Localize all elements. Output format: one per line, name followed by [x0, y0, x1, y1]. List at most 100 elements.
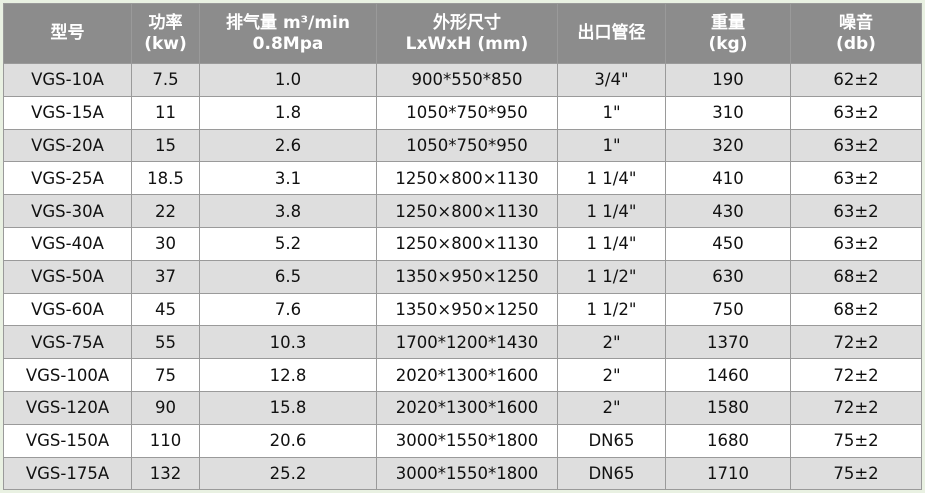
cell-noise: 63±2	[790, 128, 922, 163]
cell-dimensions: 3000*1550*1800	[376, 423, 558, 458]
cell-model: VGS-25A	[3, 161, 132, 196]
cell-weight: 630	[665, 259, 791, 294]
cell-model: VGS-175A	[3, 456, 132, 491]
cell-weight: 430	[665, 194, 791, 228]
table-row: VGS-150A 110 20.6 3000*1550*1800 DN65 1680 75±…	[3, 423, 922, 458]
header-line1: 型号	[50, 23, 85, 43]
cell-outlet-size: 2"	[557, 358, 666, 392]
header-dimensions: 外形尺寸 LxWxH (mm)	[376, 3, 558, 64]
cell-weight: 1370	[665, 325, 791, 360]
table-row: VGS-100A 75 12.8 2020*1300*1600 2" 1460 72±2	[3, 358, 922, 392]
header-line1: 重量	[711, 12, 745, 33]
cell-outlet-size: 1 1/4"	[557, 194, 666, 228]
table-row: VGS-60A 45 7.6 1350×950×1250 1 1/2" 750 68±2	[3, 292, 922, 327]
cell-outlet-size: 1 1/2"	[557, 259, 666, 294]
cell-model: VGS-120A	[3, 390, 132, 425]
cell-noise: 75±2	[790, 456, 922, 491]
table-row: VGS-75A 55 10.3 1700*1200*1430 2" 1370 72±2	[3, 325, 922, 360]
cell-power: 90	[131, 390, 200, 425]
table-row: VGS-10A 7.5 1.0 900*550*850 3/4" 190 62±2	[3, 63, 922, 97]
cell-weight: 410	[665, 161, 791, 196]
cell-dimensions: 1050*750*950	[376, 128, 558, 163]
cell-air-delivery: 3.8	[199, 194, 377, 228]
cell-dimensions: 3000*1550*1800	[376, 456, 558, 491]
header-line1: 外形尺寸	[433, 12, 501, 33]
header-line2: (kg)	[708, 33, 748, 54]
header-line1: 噪音	[839, 12, 873, 33]
cell-power: 7.5	[131, 63, 200, 97]
cell-model: VGS-40A	[3, 226, 132, 261]
cell-noise: 75±2	[790, 423, 922, 458]
cell-dimensions: 1350×950×1250	[376, 292, 558, 327]
cell-power: 132	[131, 456, 200, 491]
header-line2: 0.8Mpa	[252, 33, 324, 54]
table-row: VGS-120A 90 15.8 2020*1300*1600 2" 1580 72±2	[3, 390, 922, 425]
cell-outlet-size: 1 1/4"	[557, 226, 666, 261]
cell-power: 11	[131, 95, 200, 130]
cell-outlet-size: DN65	[557, 423, 666, 458]
cell-dimensions: 2020*1300*1600	[376, 390, 558, 425]
cell-air-delivery: 20.6	[199, 423, 377, 458]
cell-weight: 190	[665, 63, 791, 97]
cell-model: VGS-15A	[3, 95, 132, 130]
cell-weight: 1710	[665, 456, 791, 491]
header-power: 功率 (kw)	[131, 3, 200, 64]
cell-power: 15	[131, 128, 200, 163]
table-row: VGS-15A 11 1.8 1050*750*950 1" 310 63±2	[3, 95, 922, 130]
cell-noise: 63±2	[790, 161, 922, 196]
cell-dimensions: 2020*1300*1600	[376, 358, 558, 392]
cell-weight: 1580	[665, 390, 791, 425]
cell-noise: 63±2	[790, 95, 922, 130]
cell-noise: 72±2	[790, 390, 922, 425]
cell-dimensions: 1700*1200*1430	[376, 325, 558, 360]
cell-weight: 1680	[665, 423, 791, 458]
cell-noise: 63±2	[790, 194, 922, 228]
cell-weight: 750	[665, 292, 791, 327]
cell-air-delivery: 25.2	[199, 456, 377, 491]
cell-air-delivery: 2.6	[199, 128, 377, 163]
cell-noise: 72±2	[790, 325, 922, 360]
header-row: 型号 功率 (kw) 排气量 m³/min 0.8Mpa 外形尺寸 LxWxH (mm) 出口…	[3, 3, 922, 64]
header-line2: (kw)	[144, 33, 187, 54]
cell-air-delivery: 1.0	[199, 63, 377, 97]
header-line2: (db)	[836, 33, 876, 54]
cell-outlet-size: 1 1/2"	[557, 292, 666, 327]
header-model: 型号	[3, 3, 132, 64]
cell-outlet-size: 1"	[557, 128, 666, 163]
cell-dimensions: 1250×800×1130	[376, 226, 558, 261]
cell-noise: 63±2	[790, 226, 922, 261]
cell-air-delivery: 5.2	[199, 226, 377, 261]
cell-model: VGS-150A	[3, 423, 132, 458]
cell-model: VGS-100A	[3, 358, 132, 392]
table-row: VGS-25A 18.5 3.1 1250×800×1130 1 1/4" 410 63±2	[3, 161, 922, 196]
cell-air-delivery: 3.1	[199, 161, 377, 196]
cell-air-delivery: 15.8	[199, 390, 377, 425]
cell-weight: 320	[665, 128, 791, 163]
cell-power: 18.5	[131, 161, 200, 196]
cell-outlet-size: 2"	[557, 325, 666, 360]
cell-model: VGS-60A	[3, 292, 132, 327]
cell-model: VGS-30A	[3, 194, 132, 228]
cell-dimensions: 1350×950×1250	[376, 259, 558, 294]
cell-noise: 72±2	[790, 358, 922, 392]
header-line2: LxWxH (mm)	[405, 33, 529, 54]
header-line1: 功率	[148, 12, 183, 33]
cell-air-delivery: 6.5	[199, 259, 377, 294]
cell-power: 30	[131, 226, 200, 261]
cell-dimensions: 1250×800×1130	[376, 194, 558, 228]
spec-table: 型号 功率 (kw) 排气量 m³/min 0.8Mpa 外形尺寸 LxWxH (mm) 出口…	[3, 3, 922, 491]
header-weight: 重量 (kg)	[665, 3, 791, 64]
cell-weight: 450	[665, 226, 791, 261]
cell-dimensions: 900*550*850	[376, 63, 558, 97]
table-row: VGS-50A 37 6.5 1350×950×1250 1 1/2" 630 68±2	[3, 259, 922, 294]
cell-weight: 310	[665, 95, 791, 130]
cell-power: 75	[131, 358, 200, 392]
cell-power: 55	[131, 325, 200, 360]
cell-weight: 1460	[665, 358, 791, 392]
cell-model: VGS-75A	[3, 325, 132, 360]
cell-noise: 62±2	[790, 63, 922, 97]
cell-air-delivery: 12.8	[199, 358, 377, 392]
header-noise: 噪音 (db)	[790, 3, 922, 64]
cell-model: VGS-10A	[3, 63, 132, 97]
header-line1: 出口管径	[577, 23, 646, 43]
